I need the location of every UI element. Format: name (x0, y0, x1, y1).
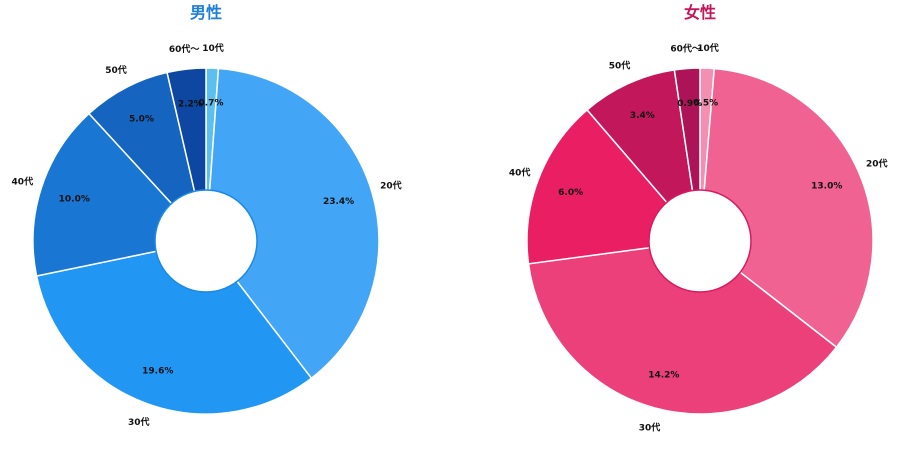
female-value-label-40s: 6.0% (558, 188, 583, 198)
female-chart-title: 女性 (684, 3, 716, 22)
male-category-label-30s: 30代 (128, 416, 150, 428)
male-labels: 10代 0.7% 20代 23.4% 30代 19.6% 40代 10.0% 50代 5.0% 60… (12, 42, 402, 428)
male-slices (32, 67, 380, 415)
male-category-label-20s: 20代 (380, 180, 402, 192)
female-slice-20s (699, 67, 874, 349)
male-category-label-10s: 10代 (202, 42, 224, 54)
female-value-label-60s-plus: 0.9% (677, 99, 702, 109)
male-value-label-50s: 5.0% (129, 115, 154, 125)
male-chart: 男性 10代 0.7% 20代 23.4% 30代 19.6% 40代 10.0% 50代 5.0… (12, 3, 402, 428)
male-category-label-60s-plus: 60代〜 (169, 43, 200, 55)
male-value-label-60s-plus: 2.2% (178, 99, 203, 109)
male-value-label-40s: 10.0% (59, 195, 90, 205)
female-donut-hole (648, 189, 752, 293)
female-value-label-30s: 14.2% (648, 371, 679, 381)
male-slice-30s (35, 240, 313, 415)
male-slice-20s (205, 67, 380, 380)
female-value-label-50s: 3.4% (630, 111, 655, 121)
female-value-label-10s: 0.5% (693, 99, 718, 109)
female-category-label-10s: 10代 (697, 42, 719, 54)
female-slice-30s (527, 240, 838, 415)
female-category-label-50s: 50代 (609, 60, 631, 72)
male-category-label-50s: 50代 (105, 64, 127, 76)
male-chart-title: 男性 (190, 3, 222, 22)
male-donut-hole (154, 189, 258, 293)
female-category-label-60s-plus: 60代〜 (670, 43, 701, 55)
female-category-label-40s: 40代 (509, 166, 531, 178)
male-value-label-20s: 23.4% (323, 197, 354, 207)
male-value-label-30s: 19.6% (142, 367, 173, 377)
female-chart: 女性 10代 0.5% 20代 13.0% 30代 14.2% 40代 6.0% 50代 3.4%… (509, 3, 888, 433)
female-value-label-20s: 13.0% (811, 181, 842, 191)
male-category-label-40s: 40代 (12, 176, 34, 188)
female-slices (526, 67, 874, 415)
male-value-label-10s: 0.7% (199, 99, 224, 109)
female-category-label-20s: 20代 (866, 157, 888, 169)
female-labels: 10代 0.5% 20代 13.0% 30代 14.2% 40代 6.0% 50代 3.4% 60代… (509, 42, 888, 433)
female-category-label-30s: 30代 (639, 421, 661, 433)
